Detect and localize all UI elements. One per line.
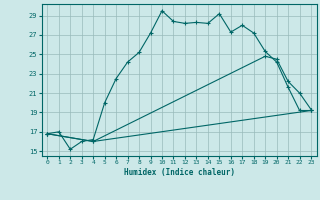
X-axis label: Humidex (Indice chaleur): Humidex (Indice chaleur) xyxy=(124,168,235,177)
